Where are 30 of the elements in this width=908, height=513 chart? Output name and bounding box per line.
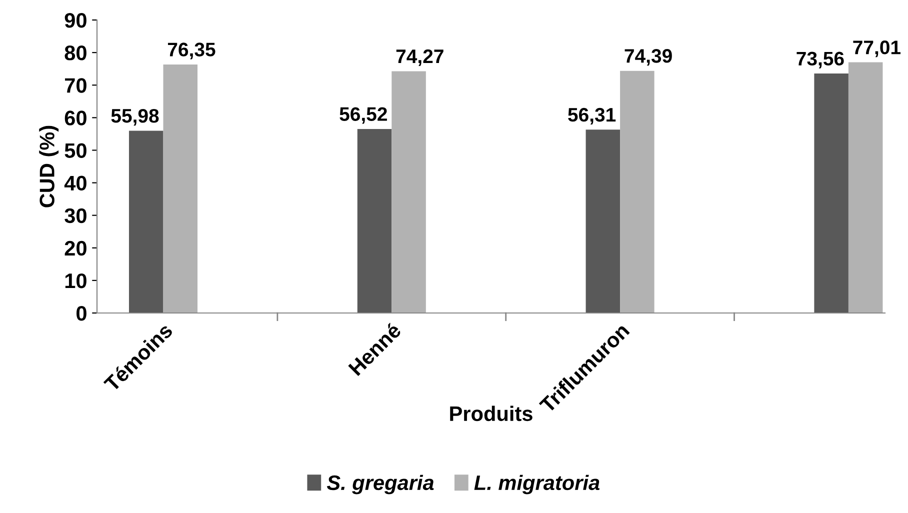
data-label: 56,31 bbox=[568, 108, 616, 124]
data-label: 76,35 bbox=[168, 42, 216, 60]
bar bbox=[128, 130, 164, 313]
data-label: 56,52 bbox=[340, 107, 387, 124]
y-tick-label: 40 bbox=[64, 176, 86, 191]
y-tick-label: 0 bbox=[76, 306, 86, 321]
bar bbox=[392, 71, 426, 313]
bar bbox=[586, 130, 620, 313]
bar bbox=[357, 128, 392, 313]
x-axis-title: Produits bbox=[450, 406, 532, 422]
legend-label: L. migratoria bbox=[474, 474, 600, 494]
y-tick-label: 50 bbox=[64, 143, 86, 158]
legend-label: S. gregaria bbox=[326, 474, 434, 494]
bar bbox=[620, 70, 654, 313]
y-axis-title: CUD (%) bbox=[39, 126, 59, 208]
bar bbox=[848, 62, 883, 313]
y-tick-label: 30 bbox=[64, 208, 86, 224]
data-label: 77,01 bbox=[853, 40, 900, 58]
y-tick-label: 80 bbox=[64, 46, 86, 60]
y-tick-label: 20 bbox=[64, 240, 86, 256]
bar bbox=[814, 74, 848, 313]
y-tick-label: 60 bbox=[64, 110, 86, 126]
data-label: 73,56 bbox=[796, 52, 844, 68]
data-label: 74,27 bbox=[396, 49, 444, 66]
y-tick-label: 70 bbox=[65, 78, 86, 93]
y-tick-label: 90 bbox=[64, 13, 86, 28]
data-label: 55,98 bbox=[111, 108, 159, 126]
bar bbox=[163, 64, 198, 313]
y-tick-label: 10 bbox=[65, 273, 86, 288]
data-label: 74,39 bbox=[624, 49, 672, 66]
